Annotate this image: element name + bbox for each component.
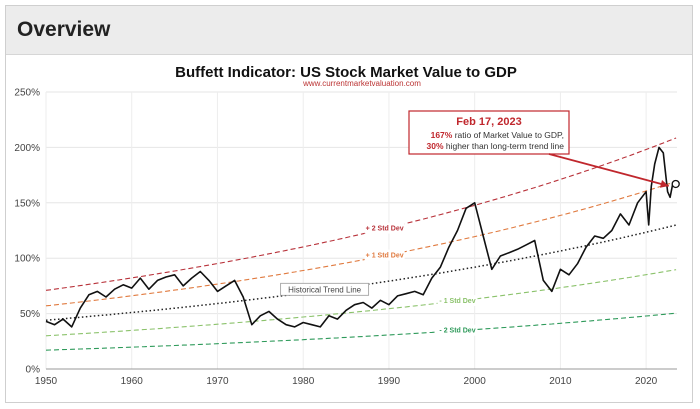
current-value-marker [671,179,680,189]
x-tick-label: 1950 [35,376,58,387]
y-tick-label: 250% [14,88,40,99]
callout-line-1: 167% ratio of Market Value to GDP, [431,130,564,140]
trend-lines-layer: + 2 Std Dev + 1 Std Dev Historical Trend L… [45,137,677,351]
y-tick-label: 0% [26,365,41,376]
x-tick-label: 1990 [378,376,401,387]
band-label-bg [364,249,405,261]
y-tick-label: 100% [14,254,40,265]
band-label-bg [364,222,405,234]
grid-layer [45,91,677,370]
overview-panel: Overview [5,5,693,403]
y-tick-label: 150% [14,198,40,209]
annotation-layer: Feb 17, 2023 167% ratio of Market Value … [408,110,669,188]
trend-label-box [280,282,370,296]
callout-line-2: 30% higher than long-term trend line [426,141,564,151]
trend-line [45,180,677,307]
trend-line [45,312,677,351]
x-tick-label: 2010 [549,376,572,387]
series-layer [45,146,680,328]
callout-box [408,110,570,155]
band-label: - 2 Std Dev [439,328,475,335]
x-tick-label: 1960 [121,376,144,387]
callout-arrow-head [659,180,669,188]
callout-pct-text: higher than long-term trend line [444,141,565,151]
y-tick-label: 200% [14,143,40,154]
callout-date: Feb 17, 2023 [456,116,521,128]
trend-line-label: Historical Trend Line [288,285,361,294]
band-label: + 2 Std Dev [366,226,404,233]
chart-title: Buffett Indicator: US Stock Market Value… [175,64,517,81]
callout-arrow-line [548,153,669,187]
band-label: - 1 Std Dev [439,298,475,305]
x-tick-label: 1970 [206,376,229,387]
x-tick-label: 2000 [464,376,487,387]
y-tick-label: 50% [20,309,40,320]
band-label-bg [437,295,478,307]
trend-line [45,269,677,337]
axis-layer: 0% 50% 100% 150% 200% 250% 1950 1960 1970 1980 199… [14,88,677,387]
band-label-bg [437,324,478,336]
chart-subtitle: www.currentmarketvaluation.com [302,79,421,88]
panel-title: Overview [17,18,111,41]
panel-header: Overview [6,6,692,55]
ratio-series-line [45,146,674,328]
trend-line [45,137,677,291]
callout-pct-value: 30% [426,141,443,151]
trend-line [45,224,677,321]
x-tick-label: 2020 [635,376,658,387]
callout-ratio-text: ratio of Market Value to GDP, [452,130,564,140]
callout-ratio-value: 167% [431,130,453,140]
band-label: + 1 Std Dev [366,253,404,260]
x-tick-label: 1980 [292,376,315,387]
